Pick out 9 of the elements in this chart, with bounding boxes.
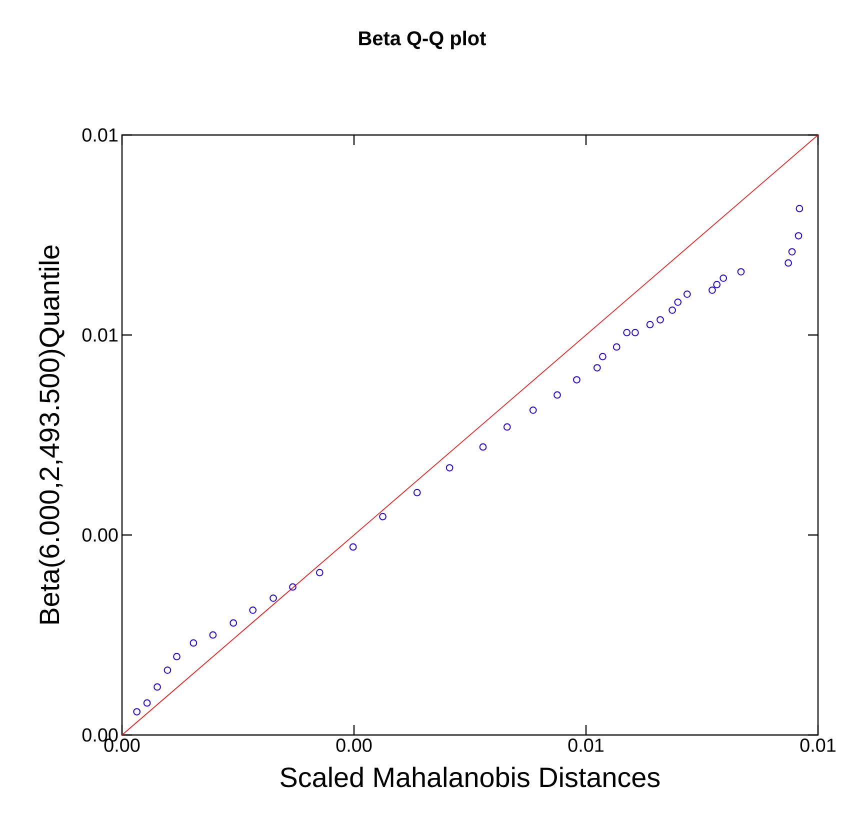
y-axis-title: Beta(6.000,2,493.500)Quantile <box>38 246 65 624</box>
x-axis-title: Scaled Mahalanobis Distances <box>280 766 660 788</box>
x-tick-label: 0.01 <box>800 738 836 752</box>
y-tick-label: 0.01 <box>82 328 118 342</box>
y-tick-label: 0.01 <box>82 128 118 142</box>
x-tick-label: 0.01 <box>568 738 604 752</box>
chart-title: Beta Q-Q plot <box>359 30 486 50</box>
x-tick-label: 0.00 <box>336 738 372 752</box>
y-tick-label: 0.00 <box>82 528 118 542</box>
